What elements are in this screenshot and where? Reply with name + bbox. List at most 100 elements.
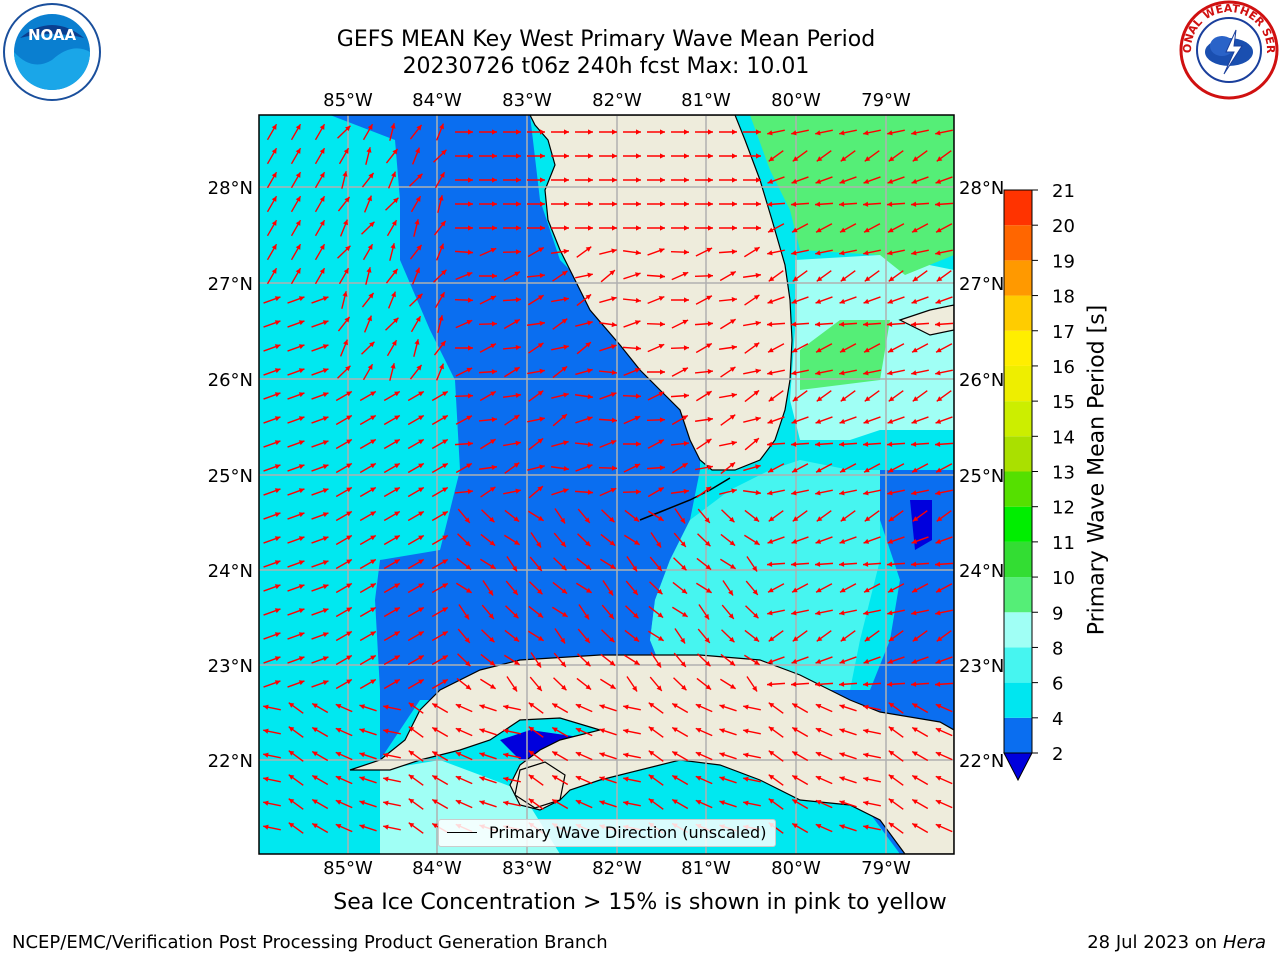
wave-arrow: [409, 244, 423, 260]
wave-arrow: [503, 177, 521, 183]
wave-arrow: [288, 726, 304, 738]
wave-arrow: [934, 561, 954, 567]
wave-arrow: [505, 580, 519, 596]
lat-tick-label: 25°N: [959, 466, 1004, 487]
wave-arrow: [814, 681, 834, 687]
wave-arrow: [671, 774, 689, 786]
wave-arrow: [455, 129, 473, 135]
wave-arrow: [435, 243, 445, 261]
wave-arrow: [768, 702, 784, 714]
wave-arrow: [792, 630, 808, 642]
wave-arrow: [479, 728, 497, 736]
wave-arrow: [551, 225, 569, 231]
wave-arrow: [718, 296, 738, 303]
wave-arrow: [911, 249, 929, 256]
wave-arrow: [479, 800, 497, 808]
wave-arrow: [743, 534, 761, 546]
wave-arrow: [383, 510, 401, 522]
wave-arrow: [431, 774, 449, 786]
wave-arrow: [359, 704, 377, 712]
wave-arrow: [287, 368, 305, 376]
wave-arrow: [838, 321, 858, 327]
wave-arrow: [383, 630, 401, 642]
colorbar-segment: [1004, 717, 1032, 753]
wave-arrow: [411, 147, 421, 165]
wave-arrow: [506, 556, 518, 572]
wave-arrow: [502, 344, 522, 351]
wave-arrow: [575, 129, 593, 135]
colorbar-segment: [1004, 471, 1032, 507]
wave-arrow: [743, 153, 761, 159]
wave-arrow: [503, 654, 521, 666]
wave-arrow: [575, 272, 593, 279]
wave-arrow: [527, 368, 545, 375]
wave-arrow: [767, 369, 785, 376]
wave-arrow: [287, 392, 305, 400]
wave-arrow: [720, 461, 736, 475]
wave-arrow: [600, 269, 616, 283]
wave-arrow: [815, 489, 833, 496]
wave-arrow: [431, 654, 449, 666]
wave-arrow: [455, 271, 473, 281]
wave-arrow: [502, 249, 522, 255]
colorbar-segment: [1004, 612, 1032, 648]
wave-arrow: [647, 248, 665, 256]
wave-arrow: [888, 798, 904, 810]
colorbar-tick-label: 10: [1052, 568, 1075, 589]
wave-arrow: [290, 123, 302, 141]
wave-arrow: [481, 604, 495, 620]
wave-arrow: [719, 177, 737, 183]
wave-arrow: [528, 485, 544, 499]
wave-arrow: [503, 800, 521, 807]
wave-arrow: [575, 201, 593, 207]
wave-arrow: [435, 123, 445, 141]
wave-arrow: [626, 556, 638, 572]
wave-arrow: [599, 392, 617, 400]
wave-arrow: [287, 608, 305, 616]
wave-arrow: [936, 150, 952, 162]
wave-arrow: [385, 317, 399, 331]
wave-arrow: [886, 201, 906, 207]
wave-arrow: [599, 487, 617, 497]
wave-arrow: [767, 536, 785, 544]
wave-arrow: [479, 153, 497, 159]
wave-arrow: [551, 201, 569, 207]
wave-arrow: [767, 223, 785, 233]
wave-arrow: [839, 752, 857, 760]
wave-arrow: [622, 345, 642, 351]
wave-arrow: [598, 369, 618, 376]
wave-arrow: [695, 799, 713, 809]
wave-arrow: [287, 536, 305, 544]
wave-arrow: [671, 462, 689, 474]
lon-tick-label: 83°W: [502, 90, 552, 111]
wave-arrow: [359, 438, 377, 450]
wave-arrow: [407, 486, 425, 498]
wave-arrow: [287, 416, 305, 424]
wave-arrow: [479, 678, 497, 690]
wave-arrow: [791, 223, 809, 233]
wave-arrow: [911, 750, 929, 762]
wave-arrow: [363, 195, 373, 213]
wave-arrow: [673, 557, 687, 571]
wave-arrow: [719, 776, 737, 784]
wave-arrow: [767, 296, 785, 304]
wave-arrow: [503, 776, 521, 783]
wave-arrow: [335, 582, 353, 594]
wave-arrow: [599, 201, 617, 207]
wave-arrow: [863, 223, 881, 233]
wave-arrow: [383, 414, 401, 426]
wave-arrow: [791, 416, 809, 424]
wave-arrow: [935, 343, 953, 353]
wave-arrow: [528, 750, 544, 762]
wave-arrow: [383, 752, 401, 759]
wave-arrow: [455, 153, 473, 159]
wave-arrow: [359, 510, 377, 522]
wave-arrow: [431, 534, 449, 546]
wave-arrow: [623, 177, 641, 183]
wave-arrow: [314, 267, 326, 285]
colorbar-segment: [1004, 190, 1032, 226]
wave-arrow: [887, 609, 905, 616]
wave-arrow: [695, 464, 713, 471]
wave-arrow: [502, 297, 522, 303]
wave-arrow: [863, 296, 881, 304]
